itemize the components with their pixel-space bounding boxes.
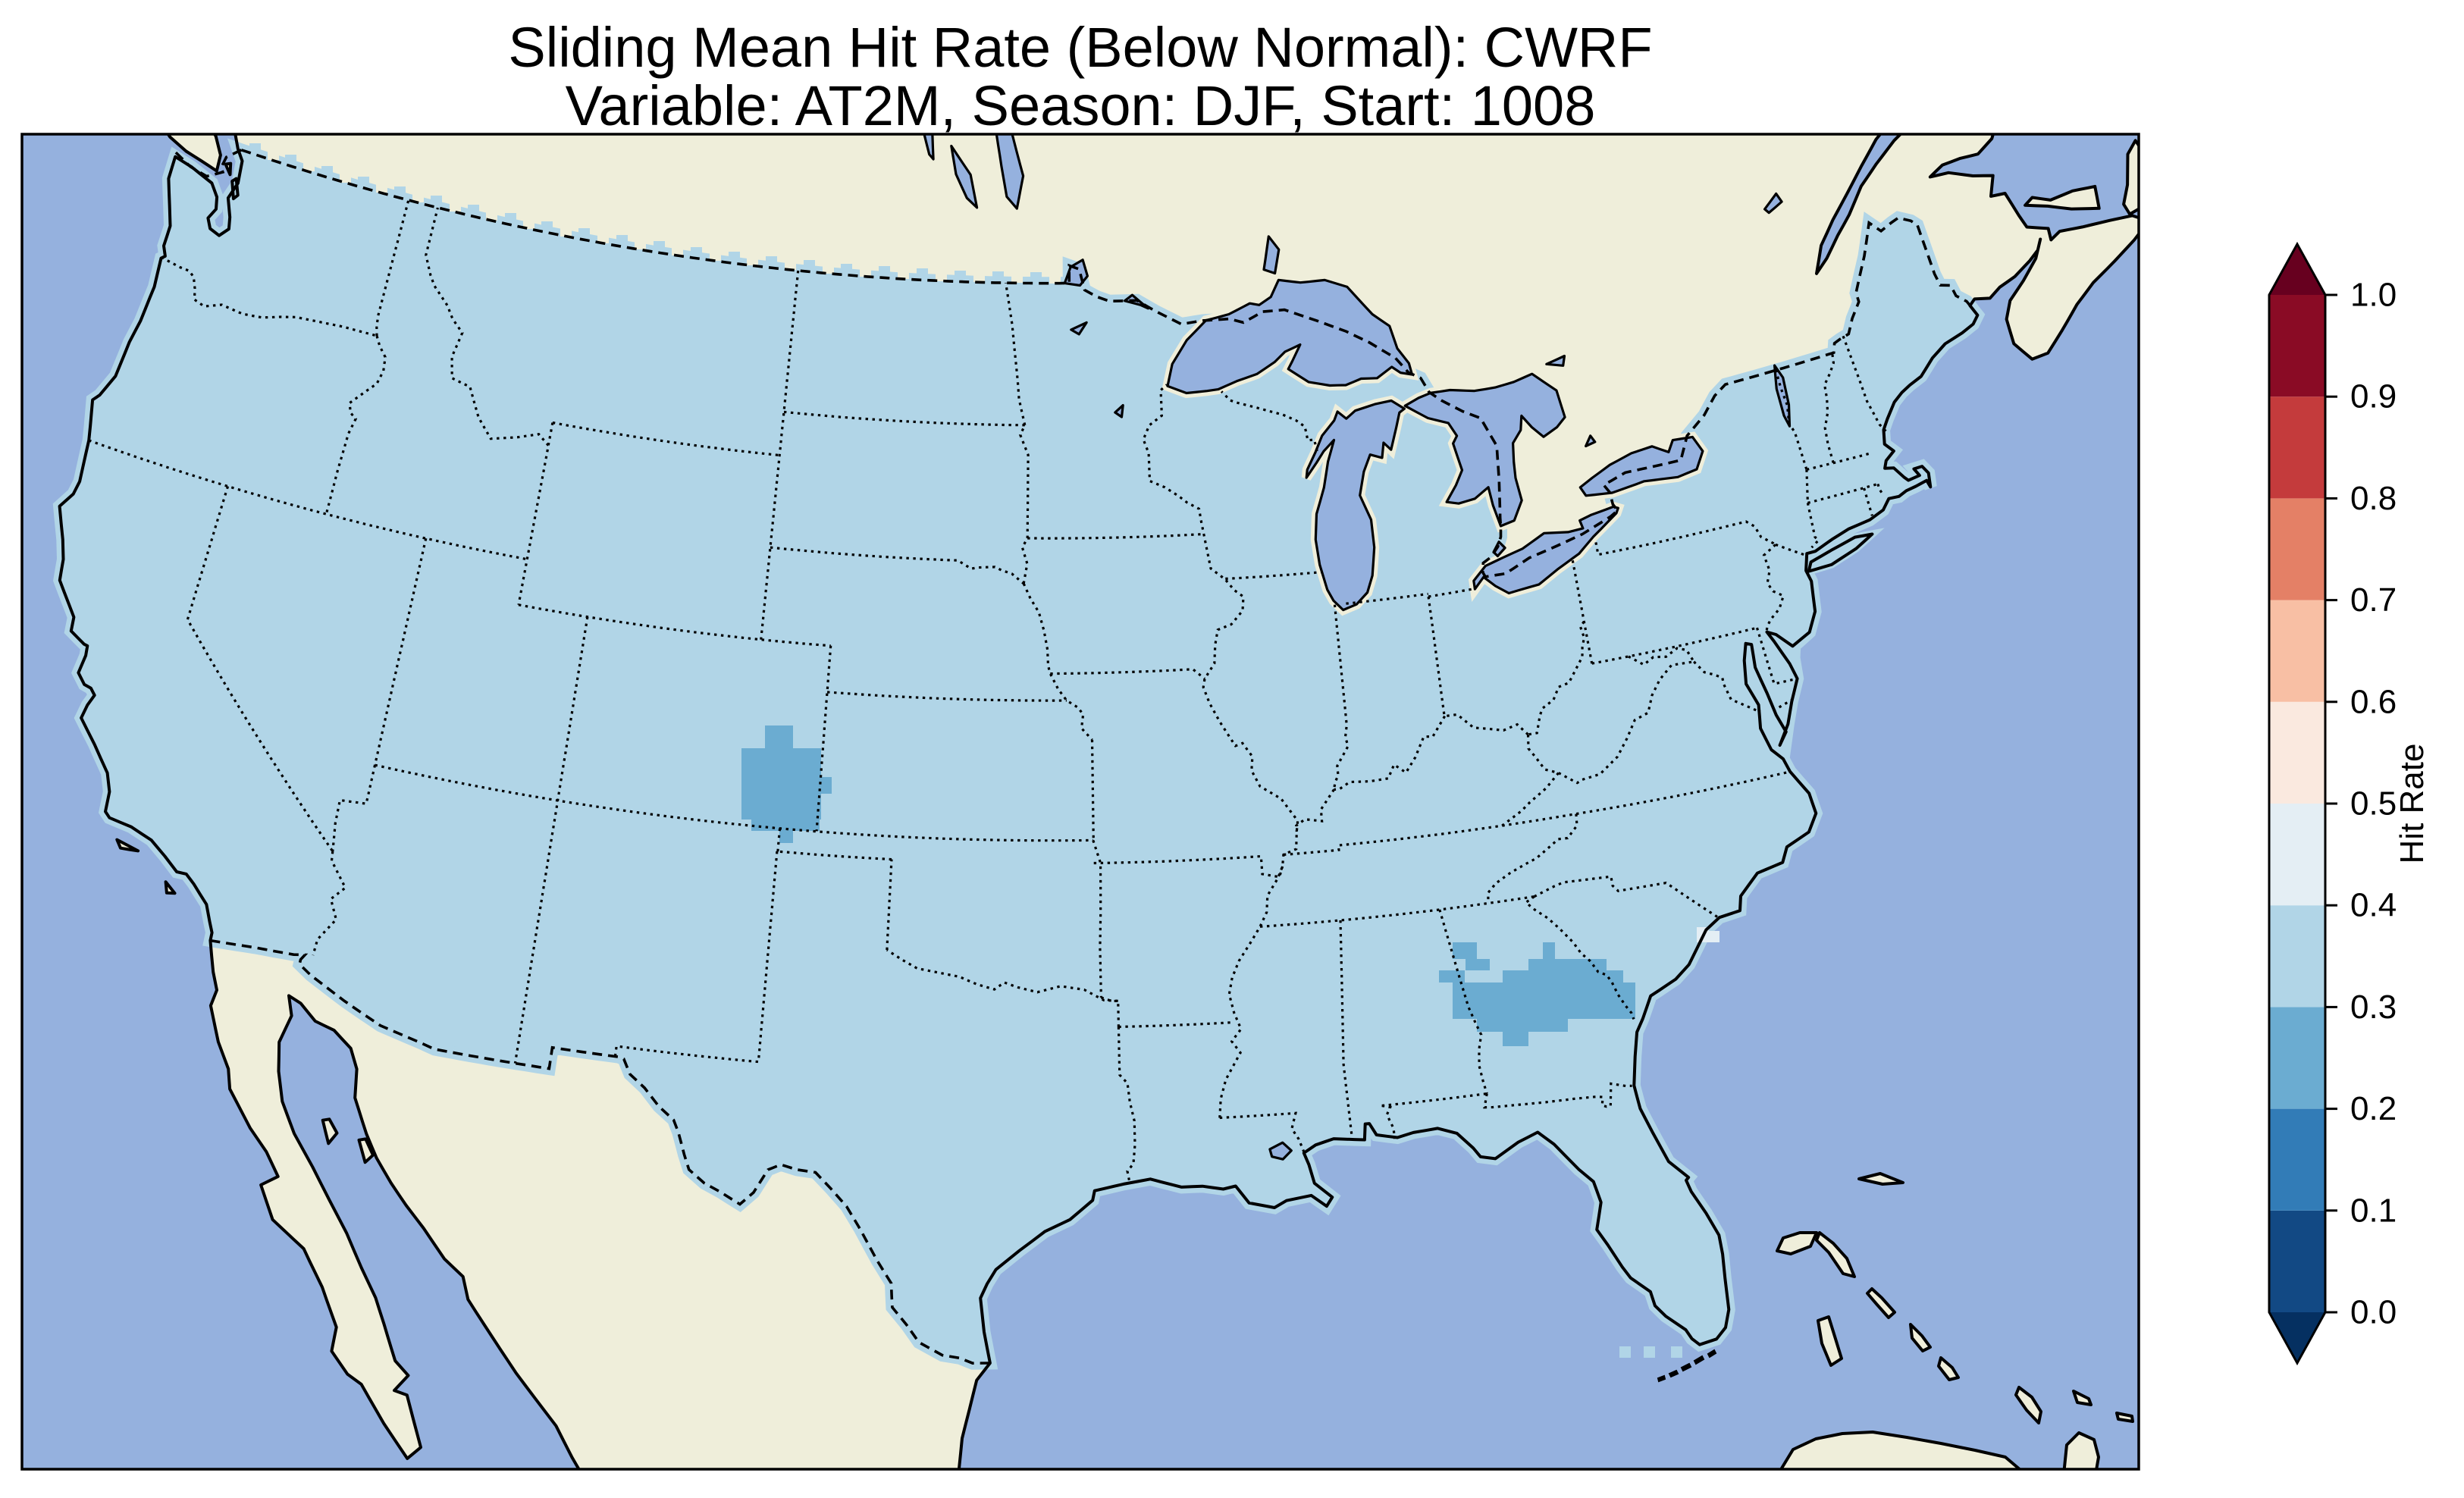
svg-text:0.9: 0.9 <box>2350 378 2397 415</box>
svg-text:Sliding Mean Hit Rate (Below N: Sliding Mean Hit Rate (Below Normal): CW… <box>508 16 1652 79</box>
svg-text:0.2: 0.2 <box>2350 1090 2397 1127</box>
svg-text:0.0: 0.0 <box>2350 1294 2397 1331</box>
svg-text:0.4: 0.4 <box>2350 887 2397 924</box>
svg-text:1.0: 1.0 <box>2350 277 2397 314</box>
svg-text:Hit Rate: Hit Rate <box>2393 744 2431 864</box>
svg-text:0.8: 0.8 <box>2350 480 2397 517</box>
svg-text:0.3: 0.3 <box>2350 989 2397 1026</box>
svg-text:0.6: 0.6 <box>2350 683 2397 720</box>
svg-text:0.1: 0.1 <box>2350 1192 2397 1229</box>
svg-text:0.7: 0.7 <box>2350 581 2397 619</box>
svg-text:0.5: 0.5 <box>2350 785 2397 823</box>
svg-text:Variable: AT2M, Season: DJF, S: Variable: AT2M, Season: DJF, Start: 1008 <box>566 74 1596 137</box>
